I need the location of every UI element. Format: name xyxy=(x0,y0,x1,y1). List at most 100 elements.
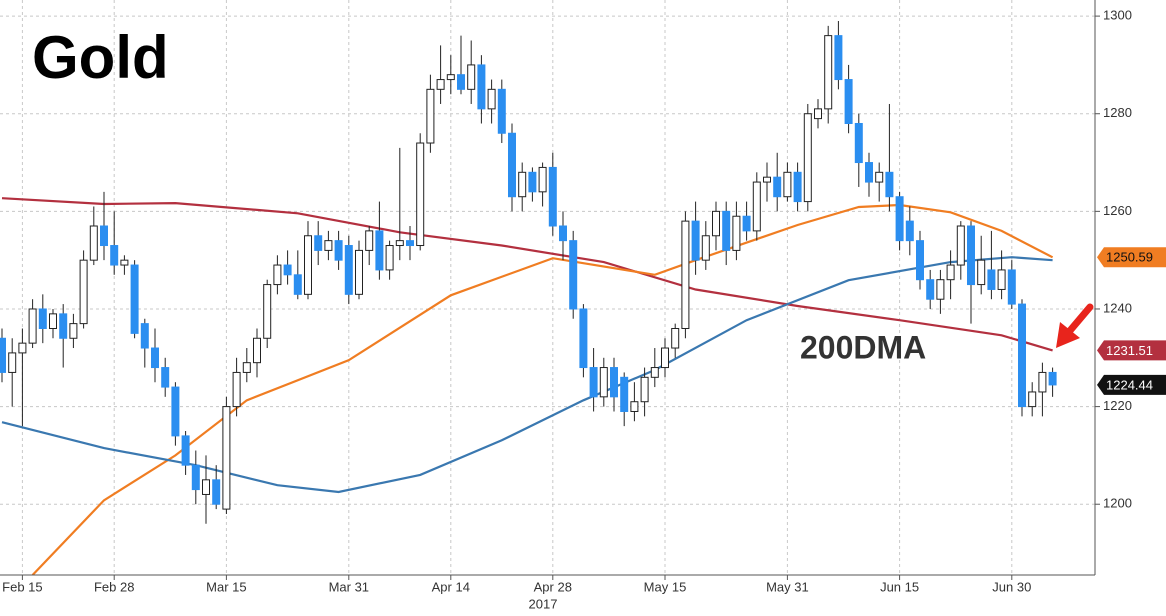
candle-body xyxy=(610,367,618,398)
candle-body xyxy=(283,264,292,276)
candle-body xyxy=(1048,371,1057,386)
axes: 1200 1220 1240 1260 1280 1300 Feb 15 Feb 28 Mar … xyxy=(2,8,1166,594)
candle-body xyxy=(324,240,333,251)
candle-body xyxy=(242,362,251,373)
y-tick-label: 1200 xyxy=(1103,496,1132,511)
candle-body xyxy=(620,376,629,412)
candle-body xyxy=(120,259,129,266)
candle-body xyxy=(538,166,547,193)
grid xyxy=(0,0,1095,575)
x-tick-label: May 31 xyxy=(766,579,809,594)
arrow-head xyxy=(1056,322,1080,348)
candle-body xyxy=(895,196,904,242)
x-tick-label: Mar 31 xyxy=(329,579,369,594)
candle-body xyxy=(763,176,771,183)
candle-body xyxy=(130,264,139,334)
candle-body xyxy=(1028,391,1037,408)
candle-body xyxy=(844,79,853,124)
candle-body xyxy=(355,249,363,295)
candle-body xyxy=(212,479,221,505)
candle-body xyxy=(640,376,649,403)
candle-body xyxy=(1018,303,1026,408)
candle-body xyxy=(875,171,884,183)
candle-body xyxy=(671,328,680,349)
candle-body xyxy=(375,230,384,271)
candle-body xyxy=(140,323,149,349)
candle-body xyxy=(222,406,231,510)
candle-body xyxy=(365,230,374,251)
candle-body xyxy=(79,259,88,325)
candle-body xyxy=(8,352,17,373)
candle-body xyxy=(569,240,578,310)
candle-body xyxy=(304,235,312,295)
last-price-label: 1224.44 xyxy=(1106,377,1153,392)
x-axis-label: 2017 xyxy=(529,596,558,611)
y-tick-label: 1280 xyxy=(1103,105,1132,120)
moving-average-line xyxy=(31,203,1054,575)
candle-body xyxy=(752,181,761,232)
candle-body xyxy=(773,176,782,198)
candle-body xyxy=(344,245,353,295)
last-value-label: 1250.59 xyxy=(1106,250,1153,265)
candle-body xyxy=(1038,371,1047,393)
candle-body xyxy=(589,367,598,398)
y-tick-label: 1240 xyxy=(1103,300,1132,315)
candle-body xyxy=(956,225,965,266)
x-tick-label: Jun 30 xyxy=(992,579,1031,594)
candle-body xyxy=(650,367,659,378)
candle-body xyxy=(518,171,527,198)
candle-body xyxy=(416,142,425,247)
candle-body xyxy=(263,284,272,339)
candle-body xyxy=(38,308,47,330)
candle-body xyxy=(997,269,1006,290)
candle-body xyxy=(599,367,608,398)
candle-body xyxy=(885,171,894,198)
candle-body xyxy=(497,88,506,134)
x-tick-label: Apr 14 xyxy=(432,579,470,594)
last-value-label-box xyxy=(1097,340,1166,361)
candle-body xyxy=(385,245,394,271)
candle-body xyxy=(334,240,343,261)
candle-body xyxy=(926,279,935,300)
annotation: 200DMA xyxy=(800,329,926,365)
candle-body xyxy=(630,401,639,412)
candle-body xyxy=(406,240,414,247)
last-value-label: 1231.51 xyxy=(1106,343,1153,358)
candle-body xyxy=(681,220,690,330)
candle-body xyxy=(202,479,210,495)
candle-body xyxy=(426,88,435,144)
candle-body xyxy=(712,210,720,237)
candle-body xyxy=(936,279,945,300)
candle-body xyxy=(1007,269,1016,305)
candle-body xyxy=(854,122,863,164)
candle-body xyxy=(18,342,27,354)
candle-body xyxy=(559,225,567,242)
y-tick-label: 1220 xyxy=(1103,398,1132,413)
arrow-shaft xyxy=(1064,303,1094,337)
candle-body xyxy=(987,269,996,290)
candle-body xyxy=(457,74,465,90)
candle-body xyxy=(661,347,669,369)
candle-body xyxy=(905,220,914,242)
y-tick-label: 1260 xyxy=(1103,203,1132,218)
candle-body xyxy=(824,35,833,110)
candle-body xyxy=(0,337,6,373)
x-tick-label: May 15 xyxy=(644,579,687,594)
candle-body xyxy=(110,245,119,266)
candle-body xyxy=(446,74,455,81)
moving-average-line xyxy=(1,197,1053,352)
candle-body xyxy=(691,220,700,261)
candle-body xyxy=(803,113,812,203)
y-tick-label: 1300 xyxy=(1103,8,1132,23)
overlay-lines xyxy=(1,197,1054,575)
x-tick-label: Jun 15 xyxy=(880,579,919,594)
candle-body xyxy=(477,64,486,110)
candle-body xyxy=(314,235,323,251)
last-value-label-box xyxy=(1097,247,1166,268)
last-price-label-box xyxy=(1097,374,1166,395)
candle-body xyxy=(161,367,170,388)
candle-body xyxy=(834,35,843,81)
candle-body xyxy=(253,337,261,364)
